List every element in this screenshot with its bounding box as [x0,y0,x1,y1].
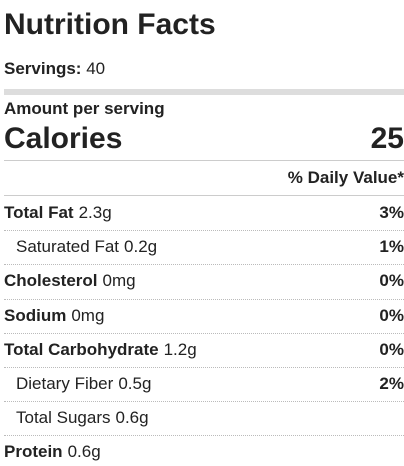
nutrient-row: Protein 0.6g [4,435,404,466]
nutrient-amount: 1.2g [163,339,197,359]
nutrient-amount: 0.6g [115,408,149,428]
nutrient-row: Total Fat 2.3g 3% [4,196,404,230]
row-divider [4,367,404,368]
nutrient-amount: 2.3g [78,203,112,222]
nutrient-row: Cholesterol 0mg 0% [4,264,404,298]
nutrient-row: Total Sugars 0.6g [4,401,404,435]
row-divider [4,230,404,232]
nutrient-row: Saturated Fat 0.2g 1% [4,230,404,264]
nutrient-name: Protein [4,442,63,462]
row-divider [4,298,404,300]
nutrient-name: Saturated Fat [16,237,120,257]
daily-value-header: % Daily Value* [287,168,404,187]
divider [4,160,404,161]
nutrient-name: Total Sugars [16,408,111,428]
row-divider [4,332,404,334]
nutrient-row: Dietary Fiber 0.5g 2% [4,367,404,401]
divider [4,195,404,196]
nutrient-amount: 0mg [71,305,105,325]
daily-value: 1% [379,237,404,257]
calories-value: 25 [370,122,404,155]
nutrient-row: Total Carbohydrate 1.2g 0% [4,333,404,367]
daily-value: 3% [379,203,404,222]
nutrient-row: Sodium 0mg 0% [4,299,404,333]
row-divider [4,401,404,403]
daily-value: 0% [379,305,404,325]
servings-label: Servings: [4,59,82,78]
nutrient-name: Sodium [4,305,67,325]
thick-rule [4,89,404,95]
daily-value: 0% [379,271,404,291]
servings-value: 40 [86,59,106,78]
nutrient-amount: 0.5g [118,374,152,393]
nutrient-amount: 0mg [102,271,136,291]
daily-value: 2% [379,374,404,393]
amount-per-serving: Amount per serving [4,99,165,118]
servings: Servings: 40 [4,59,105,79]
title: Nutrition Facts [4,8,216,41]
nutrient-name: Dietary Fiber [16,374,114,393]
row-divider [4,435,404,437]
nutrient-amount: 0.6g [67,442,101,462]
daily-value: 0% [379,339,404,359]
row-divider [4,264,404,266]
nutrient-name: Total Fat [4,203,74,222]
calories-label: Calories [4,122,123,155]
nutrient-amount: 0.2g [124,237,158,257]
nutrient-name: Total Carbohydrate [4,339,159,359]
nutrient-name: Cholesterol [4,271,98,291]
